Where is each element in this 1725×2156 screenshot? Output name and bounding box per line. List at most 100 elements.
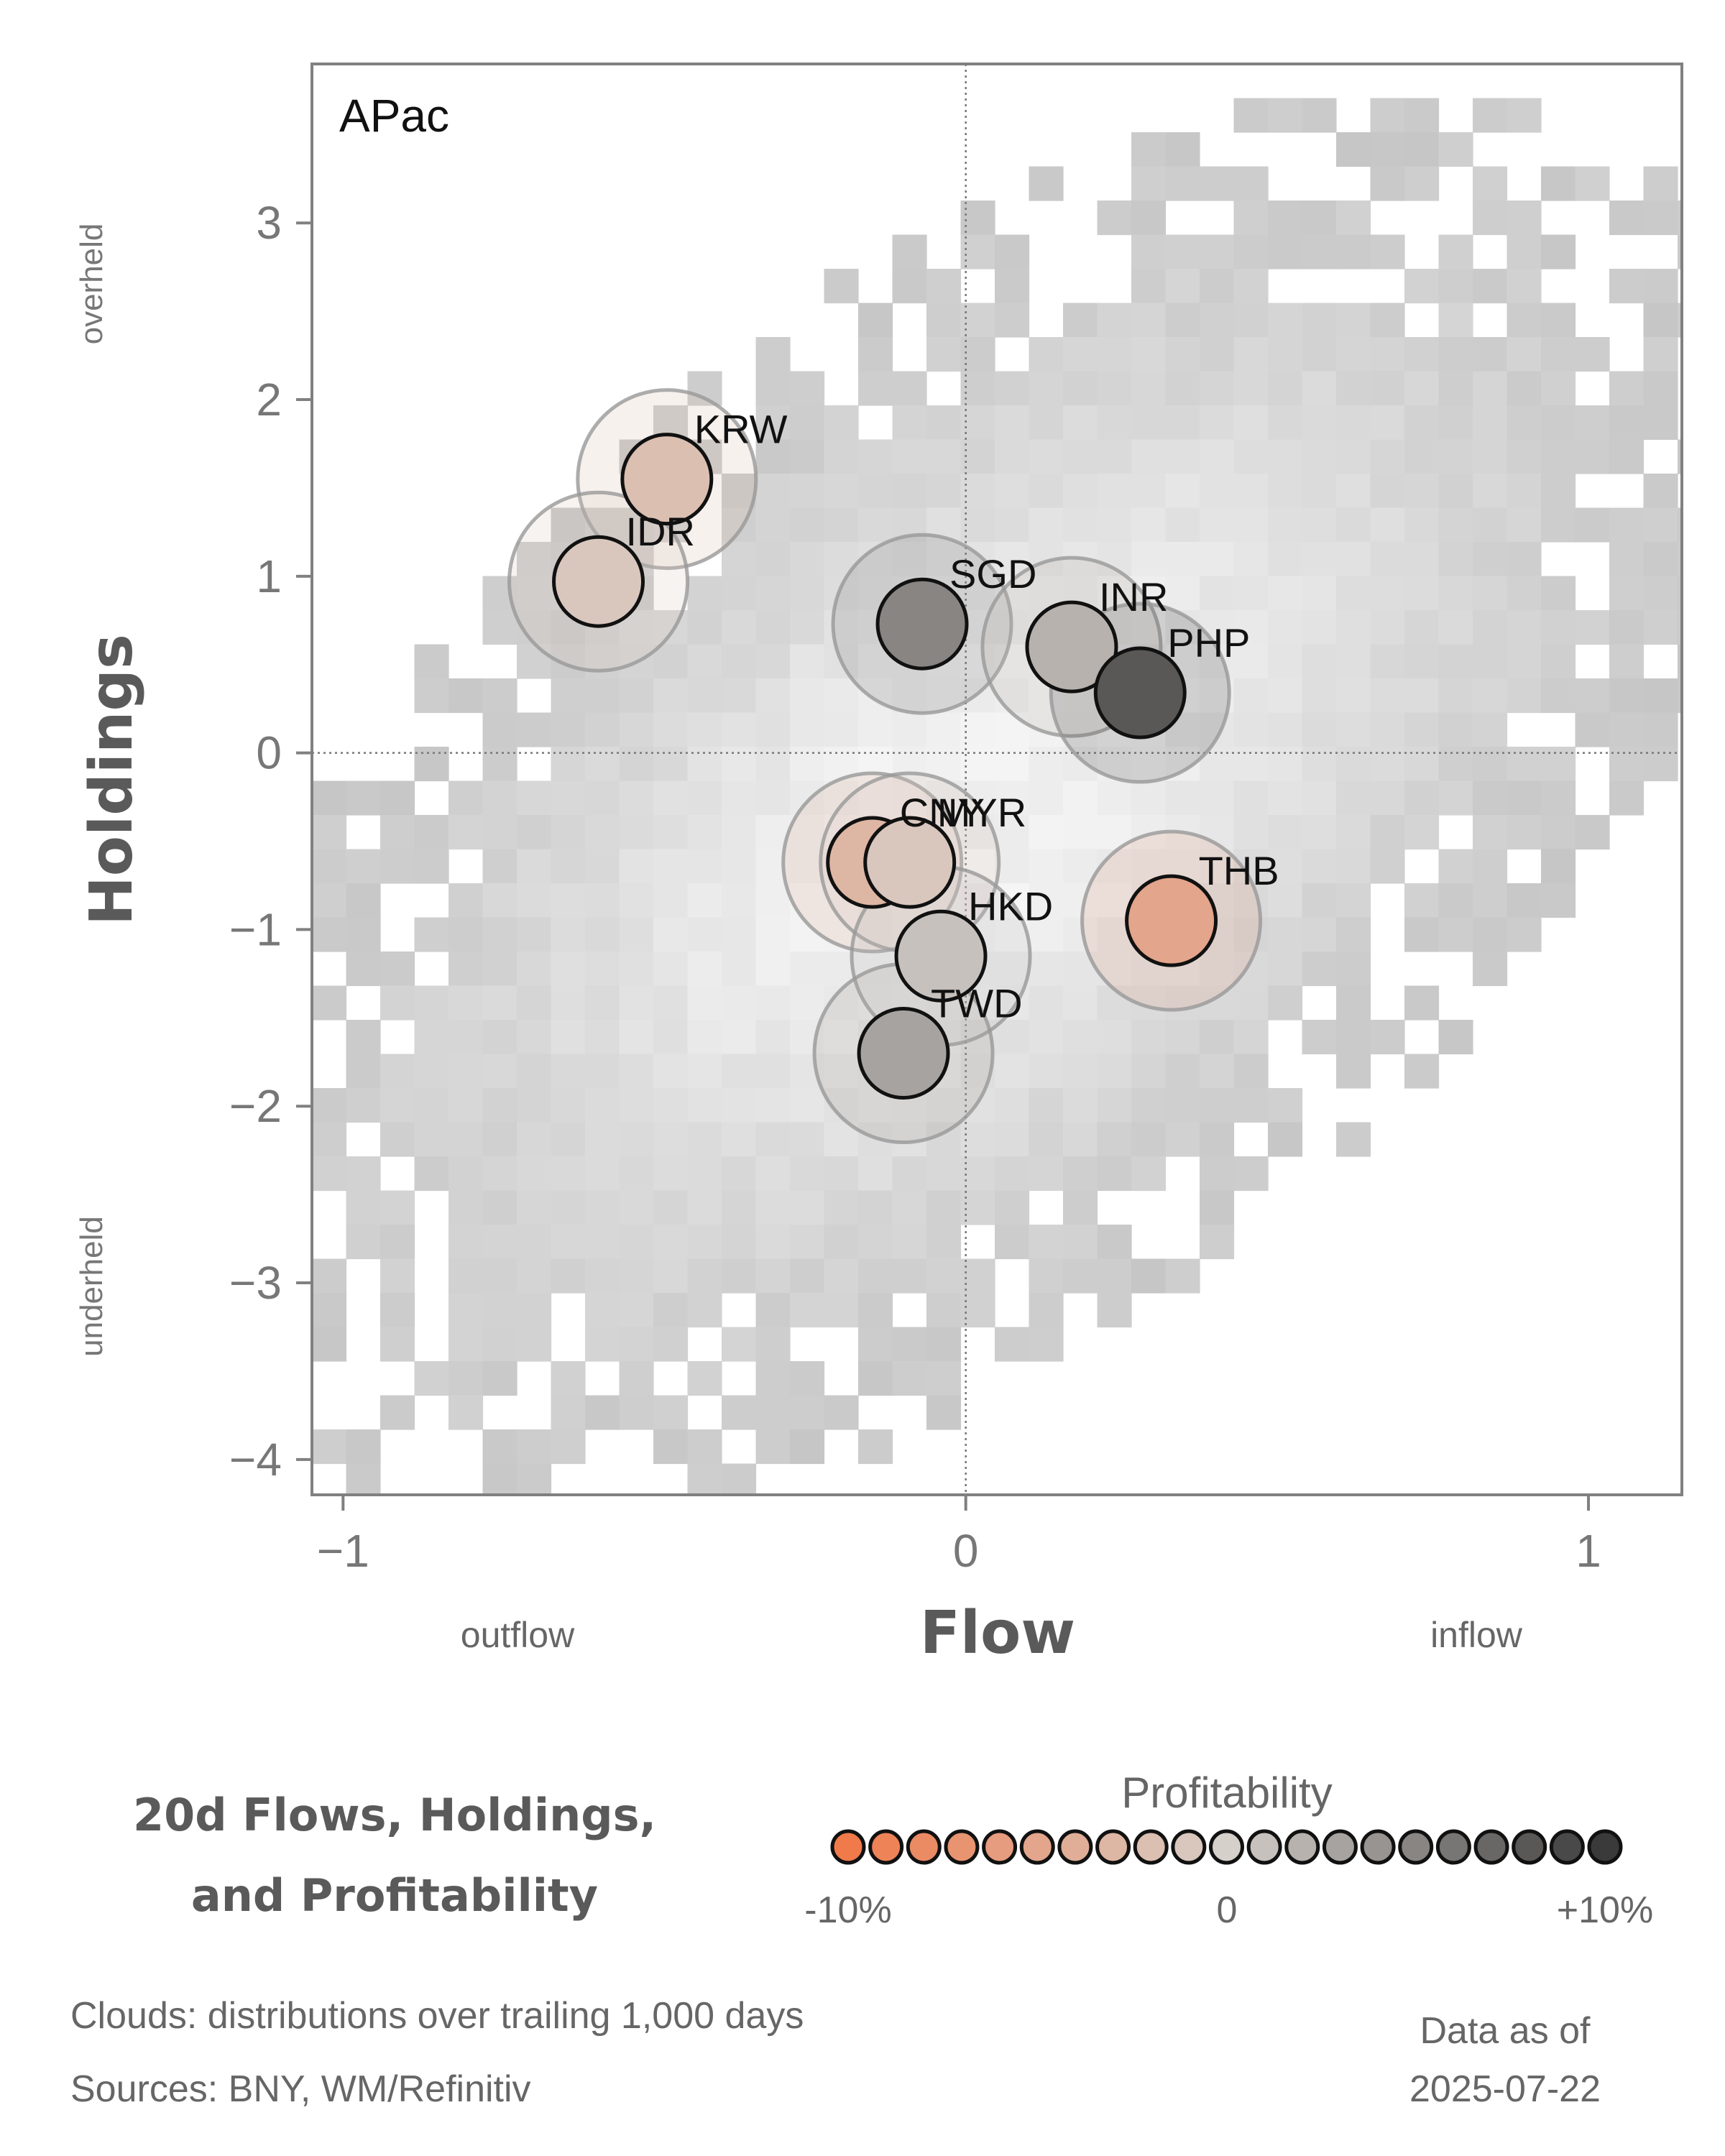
heatmap-cell xyxy=(1165,985,1200,1021)
heatmap-cell xyxy=(790,747,825,782)
heatmap-cell xyxy=(1404,98,1440,133)
heatmap-cell xyxy=(1473,917,1508,952)
heatmap-cell xyxy=(1541,303,1576,338)
heatmap-cell xyxy=(1029,1293,1064,1328)
heatmap-cell xyxy=(892,439,927,474)
heatmap-cell xyxy=(448,780,484,816)
heatmap-cell xyxy=(517,780,552,816)
heatmap-cell xyxy=(1370,712,1405,747)
heatmap-cell xyxy=(1268,405,1303,441)
colorbar-swatch xyxy=(1549,1829,1585,1865)
heatmap-cell xyxy=(346,1020,381,1055)
heatmap-cell xyxy=(1336,917,1371,952)
heatmap-cell xyxy=(1541,678,1576,714)
heatmap-cell xyxy=(1438,1020,1473,1055)
heatmap-cell xyxy=(1473,371,1508,406)
heatmap-cell xyxy=(1165,576,1200,611)
colorbar-swatch xyxy=(1019,1829,1055,1865)
heatmap-cell xyxy=(755,1293,791,1328)
heatmap-cell xyxy=(619,1258,654,1294)
heatmap-cell xyxy=(1506,269,1542,304)
heatmap-cell xyxy=(1165,234,1200,270)
heatmap-cell xyxy=(926,1395,962,1430)
heatmap-cell xyxy=(722,1054,757,1089)
heatmap-cell xyxy=(482,985,518,1021)
heatmap-cell xyxy=(824,576,859,611)
heatmap-cell xyxy=(585,644,620,679)
point-php xyxy=(1093,646,1187,740)
heatmap-cell xyxy=(995,952,1030,987)
heatmap-cell xyxy=(995,1088,1030,1123)
heatmap-cell xyxy=(1404,780,1440,816)
heatmap-cell xyxy=(687,610,722,645)
heatmap-cell xyxy=(755,1088,791,1123)
heatmap-cell xyxy=(1097,1020,1132,1055)
heatmap-cell xyxy=(1643,303,1678,338)
heatmap-cell xyxy=(824,780,859,816)
heatmap-cell xyxy=(1678,507,1682,543)
heatmap-cell xyxy=(755,1122,791,1157)
heatmap-cell xyxy=(1678,678,1682,714)
heatmap-cell xyxy=(312,1156,347,1192)
heatmap-cell xyxy=(619,917,654,952)
heatmap-cell xyxy=(551,1225,586,1260)
heatmap-cell xyxy=(1063,917,1098,952)
heatmap-cell xyxy=(1029,747,1064,782)
heatmap-cell xyxy=(585,1395,620,1430)
heatmap-cell xyxy=(824,439,859,474)
heatmap-cell xyxy=(755,1258,791,1294)
heatmap-cell xyxy=(653,1020,689,1055)
heatmap-cell xyxy=(414,1020,449,1055)
point-twd xyxy=(857,1006,950,1100)
heatmap-cell xyxy=(687,1020,722,1055)
heatmap-cell xyxy=(1233,166,1269,201)
heatmap-cell xyxy=(1506,610,1542,645)
heatmap-cell xyxy=(960,780,995,816)
heatmap-cell xyxy=(551,883,586,918)
point-krw xyxy=(620,433,714,526)
heatmap-cell xyxy=(585,985,620,1021)
heatmap-cell xyxy=(1302,815,1337,850)
heatmap-cell xyxy=(1473,610,1508,645)
heatmap-cell xyxy=(1097,439,1132,474)
heatmap-cell xyxy=(1268,610,1303,645)
heatmap-cell xyxy=(448,883,484,918)
heatmap-cell xyxy=(1029,985,1064,1021)
x-tick-label: 0 xyxy=(953,1525,979,1577)
heatmap-cell xyxy=(722,1190,757,1225)
y-tick-label: −4 xyxy=(229,1434,282,1485)
caption-title-line2: and Profitability xyxy=(191,1869,598,1922)
heatmap-cell xyxy=(1336,849,1371,884)
heatmap-cell xyxy=(790,1156,825,1192)
heatmap-cell xyxy=(1473,780,1508,816)
heatmap-cell xyxy=(380,849,415,884)
heatmap-cell xyxy=(755,1020,791,1055)
heatmap-cell xyxy=(1097,507,1132,543)
heatmap-cell xyxy=(1063,1225,1098,1260)
x-tick-label: −1 xyxy=(317,1525,369,1577)
x-annotation-inflow: inflow xyxy=(1430,1615,1523,1655)
heatmap-cell xyxy=(722,917,757,952)
heatmap-cell xyxy=(1268,952,1303,987)
heatmap-cell xyxy=(1302,849,1337,884)
heatmap-cell xyxy=(1268,507,1303,543)
heatmap-cell xyxy=(517,1327,552,1362)
heatmap-cell xyxy=(312,917,347,952)
heatmap-cell xyxy=(1268,747,1303,782)
heatmap-cell xyxy=(995,507,1030,543)
heatmap-cell xyxy=(517,1225,552,1260)
heatmap-cell xyxy=(1268,849,1303,884)
heatmap-cell xyxy=(448,1122,484,1157)
heatmap-cell xyxy=(1131,439,1167,474)
heatmap-cell xyxy=(551,780,586,816)
heatmap-cell xyxy=(1643,507,1678,543)
heatmap-cell xyxy=(1233,1020,1269,1055)
heatmap-cell xyxy=(755,644,791,679)
heatmap-cell xyxy=(1063,1258,1098,1294)
heatmap-cell xyxy=(995,644,1030,679)
heatmap-cell xyxy=(551,1020,586,1055)
heatmap-cell xyxy=(517,985,552,1021)
heatmap-cell xyxy=(858,439,893,474)
heatmap-cell xyxy=(551,1190,586,1225)
heatmap-cell xyxy=(790,678,825,714)
